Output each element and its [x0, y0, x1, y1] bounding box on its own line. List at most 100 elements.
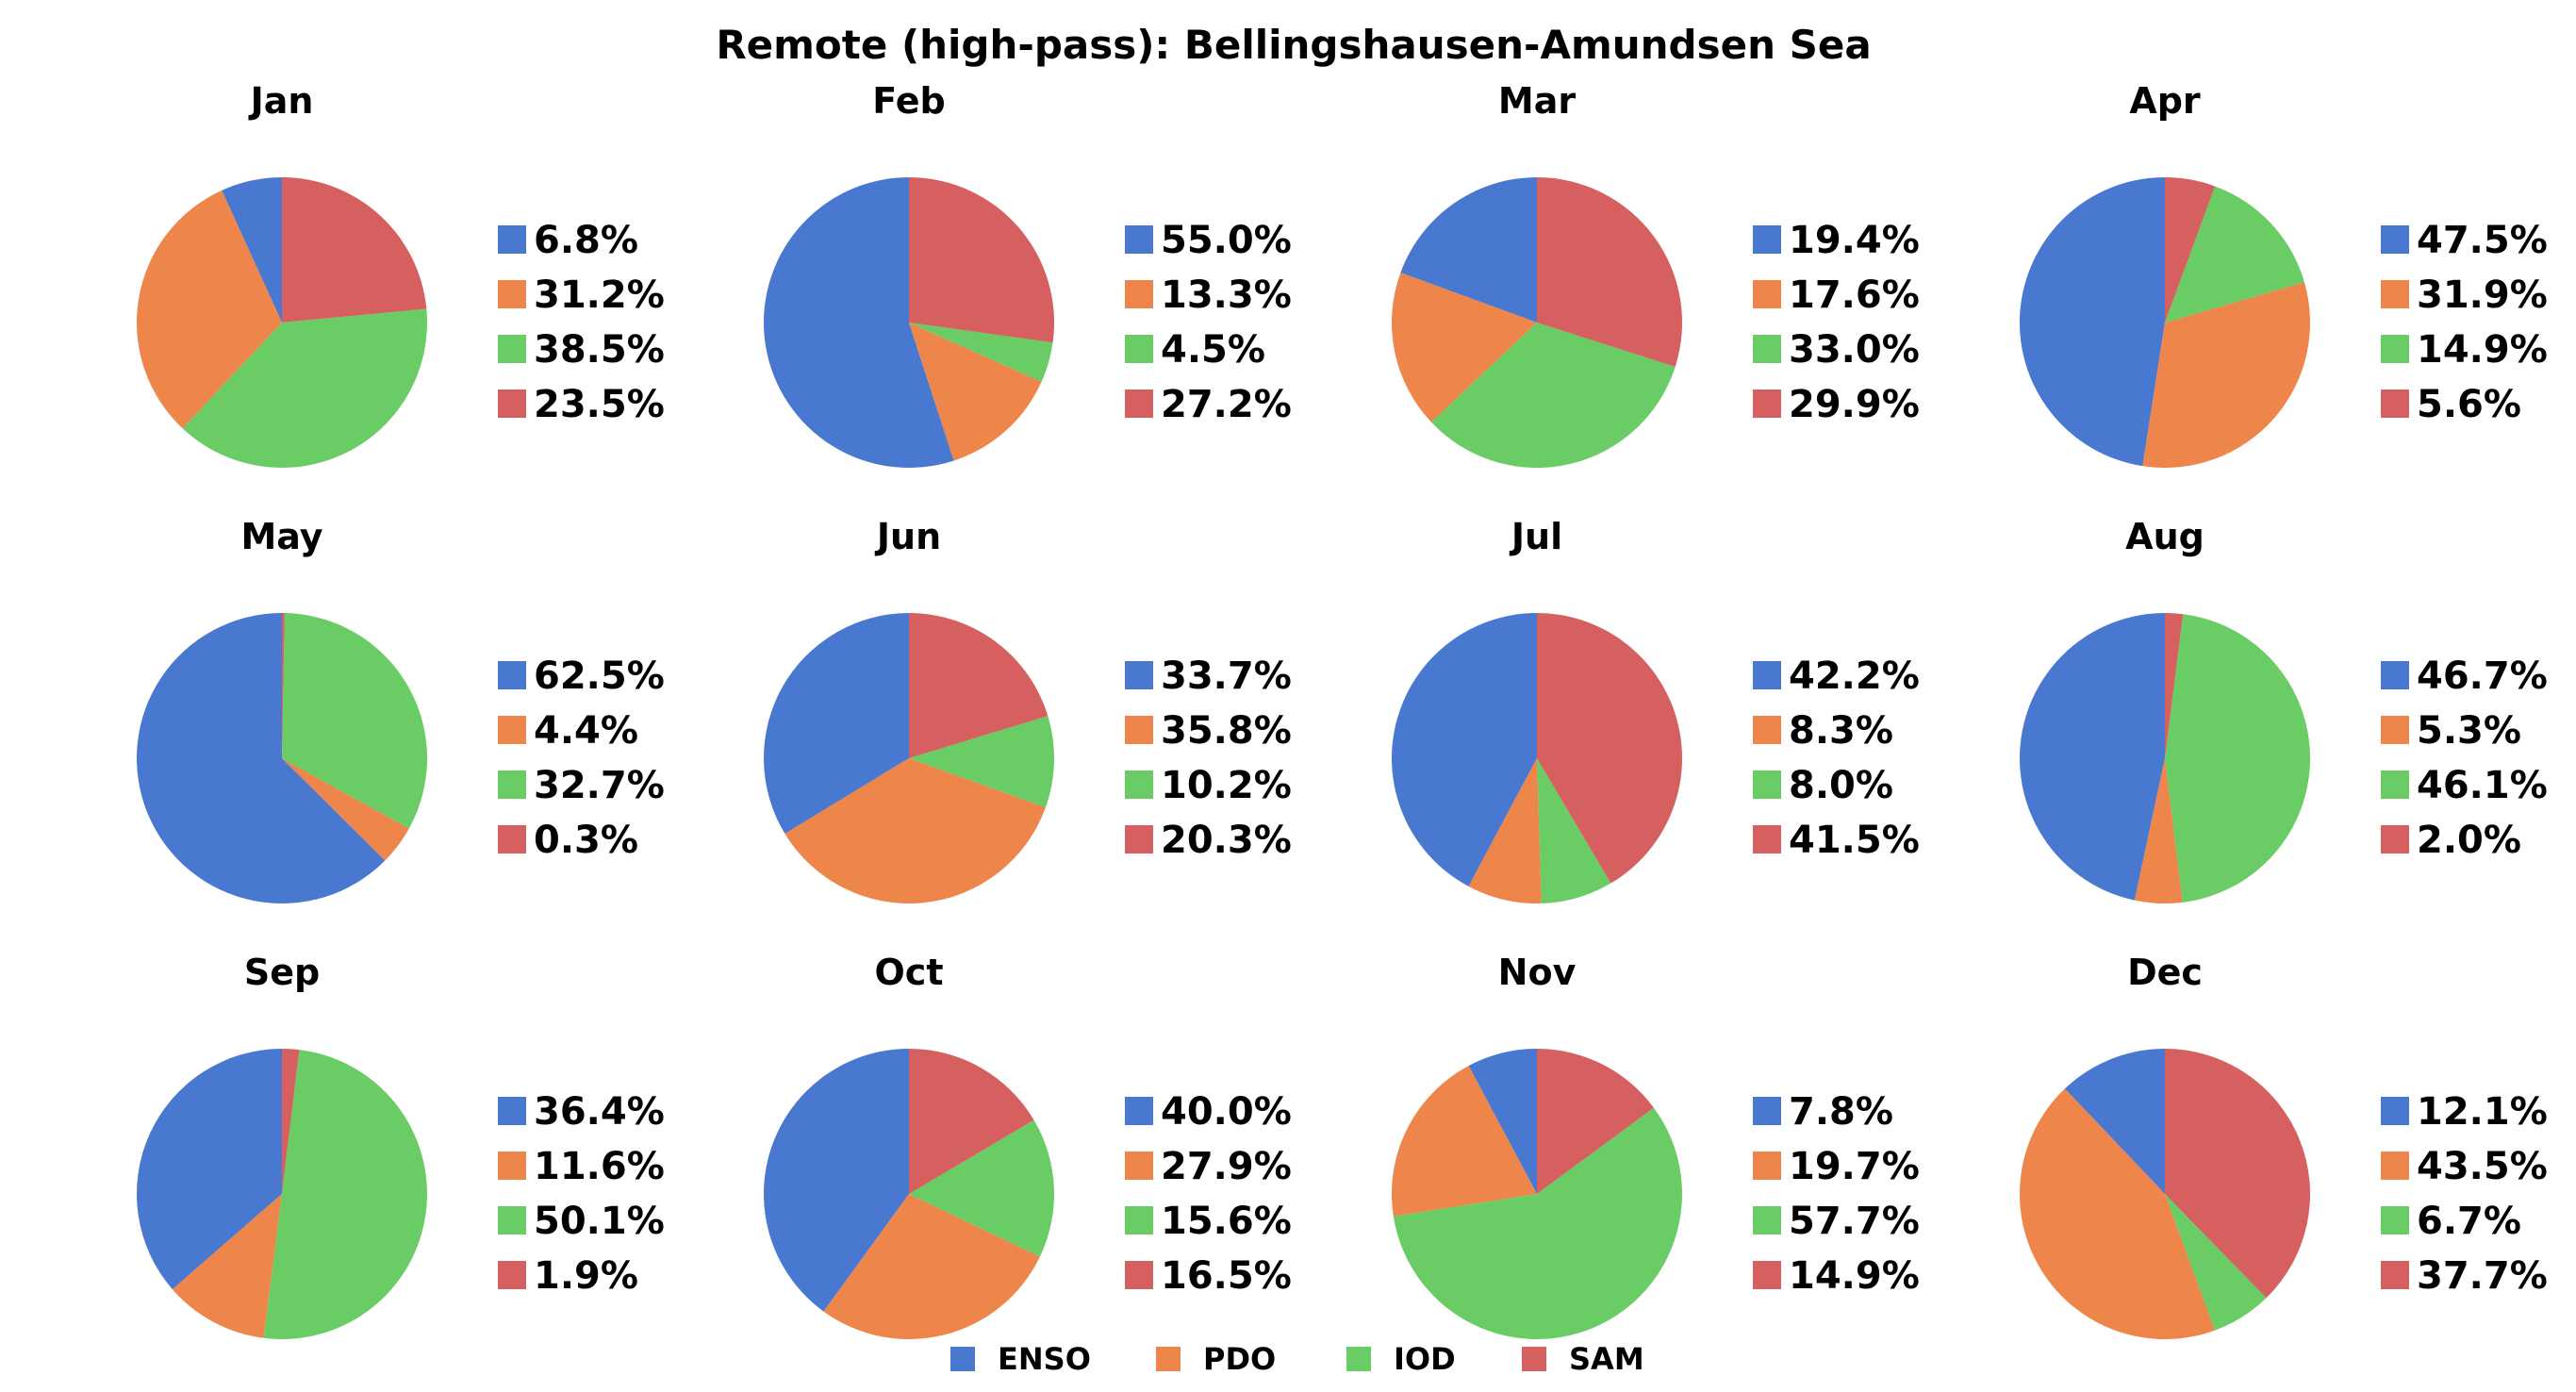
pie-slice-sam: [282, 1049, 300, 1194]
pie-slice-sam: [2165, 176, 2216, 323]
percent-swatch: [1125, 225, 1153, 254]
pie-slice-enso: [1468, 1049, 1537, 1194]
percent-label: 14.9%: [2417, 328, 2548, 372]
percent-swatch: [498, 1261, 526, 1289]
pie-slice-enso: [222, 177, 282, 323]
percent-swatch: [1753, 1152, 1781, 1180]
pie-title: Sep: [244, 952, 320, 993]
legend-label-iod: IOD: [1394, 1341, 1456, 1377]
percent-swatch: [2381, 280, 2409, 308]
figure-title: Remote (high-pass): Bellingshausen-Amund…: [716, 22, 1871, 68]
percent-swatch: [2381, 661, 2409, 689]
pie-slice-enso: [137, 1049, 282, 1290]
pie-slice-sam: [1537, 613, 1682, 884]
percent-label: 5.6%: [2417, 383, 2521, 426]
percent-swatch: [2381, 825, 2409, 853]
percent-swatch: [1753, 335, 1781, 363]
pie-slice-pdo: [282, 758, 409, 861]
percent-swatch: [1125, 280, 1153, 308]
percent-swatch: [2381, 389, 2409, 418]
pie-slice-sam: [909, 1049, 1034, 1194]
percent-swatch: [2381, 1097, 2409, 1125]
percent-label: 19.4%: [1789, 219, 1920, 262]
pie-slice-enso: [1392, 613, 1537, 887]
pie-slice-sam: [909, 177, 1054, 343]
pie-title: Apr: [2129, 80, 2201, 122]
percent-label: 46.7%: [2417, 655, 2548, 698]
pie-slice-sam: [1537, 1049, 1654, 1194]
percent-label: 14.9%: [1789, 1254, 1920, 1298]
pie-panel-apr: Apr 47.5% 31.9% 14.9% 5.6%: [2019, 80, 2548, 469]
percent-swatch: [1753, 716, 1781, 744]
pie-panel-feb: Feb 55.0% 13.3% 4.5% 27.2%: [763, 80, 1292, 468]
percent-label: 31.2%: [534, 273, 665, 317]
percent-swatch: [1753, 1206, 1781, 1235]
pie-slice-sam: [2165, 1049, 2310, 1299]
legend-label-enso: ENSO: [998, 1341, 1091, 1377]
pie-title: Nov: [1498, 952, 1577, 993]
percent-label: 29.9%: [1789, 383, 1920, 426]
pie-slice-enso: [2019, 613, 2165, 901]
pie-slice-pdo: [136, 190, 282, 429]
percent-swatch: [498, 661, 526, 689]
pie-slice-pdo: [784, 758, 1046, 904]
percent-label: 42.2%: [1789, 655, 1920, 698]
percent-label: 1.9%: [534, 1254, 638, 1298]
pie-slice-iod: [909, 716, 1055, 808]
percent-label: 33.0%: [1789, 328, 1920, 372]
pie-panel-oct: Oct 40.0% 27.9% 15.6% 16.5%: [763, 952, 1292, 1340]
legend-label-pdo: PDO: [1203, 1341, 1276, 1377]
pie-panels: Jan 6.8% 31.2% 38.5% 23.5% Feb 55.0% 13.3% 4.5% 2…: [136, 80, 2548, 1340]
percent-swatch: [498, 716, 526, 744]
pie-slice-sam: [909, 613, 1049, 758]
pie-panel-jan: Jan 6.8% 31.2% 38.5% 23.5%: [136, 80, 665, 469]
pie-title: May: [240, 516, 322, 557]
percent-label: 6.8%: [534, 219, 638, 262]
pie-title: Mar: [1498, 80, 1576, 122]
percent-label: 0.3%: [534, 819, 638, 862]
pie-slice-iod: [263, 1050, 427, 1340]
percent-label: 17.6%: [1789, 273, 1920, 317]
legend-swatch-iod: [1346, 1347, 1371, 1371]
percent-swatch: [1125, 335, 1153, 363]
pie-panel-aug: Aug 46.7% 5.3% 46.1% 2.0%: [2019, 516, 2548, 904]
pie-slice-sam: [282, 613, 285, 758]
pie-slice-iod: [282, 613, 428, 829]
legend-label-sam: SAM: [1569, 1341, 1644, 1377]
percent-label: 31.9%: [2417, 273, 2548, 317]
pie-slice-pdo: [2134, 758, 2183, 904]
pie-title: Jan: [248, 80, 314, 122]
pie-slice-enso: [2064, 1049, 2165, 1194]
percent-swatch: [498, 1097, 526, 1125]
legend-swatch-pdo: [1156, 1347, 1181, 1371]
pie-title: Feb: [872, 80, 945, 122]
percent-swatch: [1753, 771, 1781, 799]
percent-swatch: [2381, 771, 2409, 799]
percent-swatch: [2381, 1206, 2409, 1235]
percent-label: 6.7%: [2417, 1200, 2521, 1243]
pie-panel-may: May 62.5% 4.4% 32.7% 0.3%: [137, 516, 665, 903]
percent-swatch: [498, 389, 526, 418]
legend-swatch-enso: [950, 1347, 975, 1371]
pie-panel-mar: Mar 19.4% 17.6% 33.0% 29.9%: [1391, 80, 1920, 469]
percent-swatch: [1753, 389, 1781, 418]
pie-slice-enso: [137, 613, 386, 903]
pie-slice-enso: [1400, 177, 1537, 323]
pie-slice-pdo: [909, 323, 1042, 461]
percent-label: 2.0%: [2417, 819, 2521, 862]
pie-slice-iod: [1537, 758, 1611, 903]
percent-label: 38.5%: [534, 328, 665, 372]
percent-label: 55.0%: [1161, 219, 1292, 262]
percent-label: 41.5%: [1789, 819, 1920, 862]
percent-label: 40.0%: [1161, 1090, 1292, 1134]
pie-slice-sam: [2165, 613, 2184, 758]
percent-label: 4.5%: [1161, 328, 1265, 372]
percent-label: 46.1%: [2417, 764, 2548, 807]
pie-slice-sam: [1537, 177, 1682, 367]
percent-label: 15.6%: [1161, 1200, 1292, 1243]
pie-slice-iod: [909, 323, 1053, 382]
percent-label: 13.3%: [1161, 273, 1292, 317]
pie-slice-enso: [2019, 177, 2165, 467]
pie-title: Aug: [2125, 516, 2204, 557]
percent-swatch: [2381, 716, 2409, 744]
